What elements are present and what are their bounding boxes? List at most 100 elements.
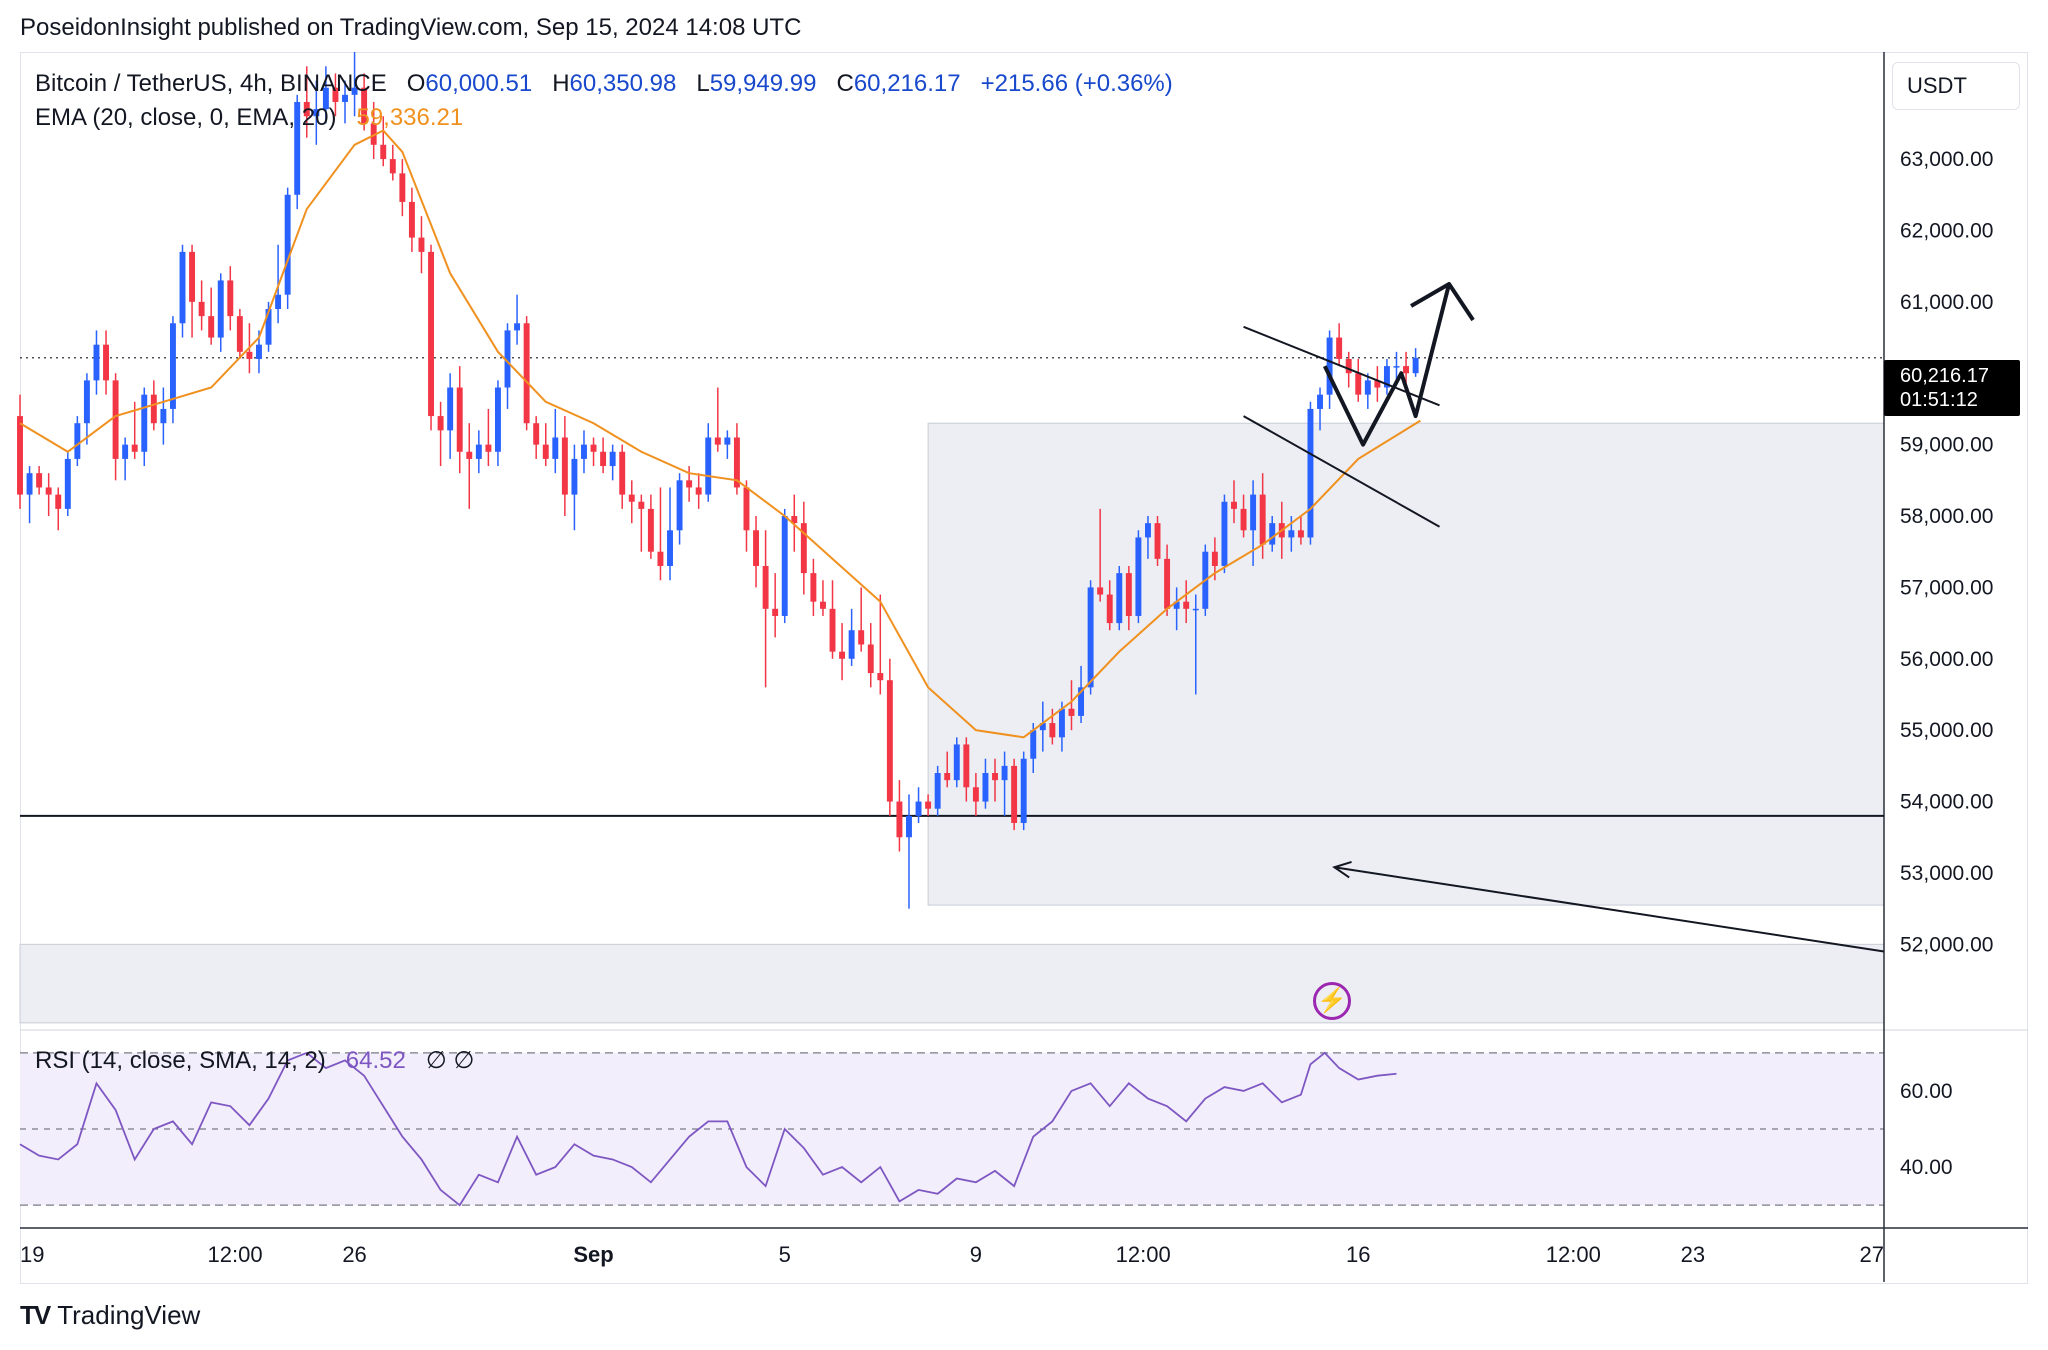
candle-body[interactable] — [619, 451, 626, 495]
candle-body[interactable] — [494, 387, 501, 452]
symbol-label[interactable]: Bitcoin / TetherUS, 4h, BINANCE — [35, 70, 387, 97]
candle-body[interactable] — [179, 251, 186, 324]
candle-body[interactable] — [1221, 501, 1228, 566]
candle-body[interactable] — [1364, 380, 1371, 395]
candle-body[interactable] — [26, 473, 33, 495]
candle-body[interactable] — [456, 387, 463, 452]
candle-body[interactable] — [150, 394, 157, 424]
candle-body[interactable] — [1154, 523, 1161, 559]
candle-body[interactable] — [1001, 765, 1008, 781]
candle-body[interactable] — [533, 423, 540, 445]
candle-body[interactable] — [284, 194, 291, 295]
candle-body[interactable] — [103, 344, 109, 381]
candle-body[interactable] — [1125, 573, 1132, 616]
candle-body[interactable] — [1288, 530, 1295, 538]
candle-body[interactable] — [581, 444, 587, 459]
candle-body[interactable] — [1297, 530, 1304, 538]
ema-legend[interactable]: EMA (20, close, 0, EMA, 20) 59,336.21 — [35, 104, 463, 132]
candle-body[interactable] — [1307, 408, 1314, 538]
candle-body[interactable] — [64, 458, 71, 509]
candle-body[interactable] — [1259, 494, 1266, 545]
candle-body[interactable] — [762, 565, 769, 609]
candle-body[interactable] — [447, 387, 454, 431]
candle-body[interactable] — [428, 251, 434, 417]
candle-body[interactable] — [600, 451, 607, 467]
candle-body[interactable] — [475, 444, 482, 459]
candle-body[interactable] — [1412, 357, 1419, 374]
candle-body[interactable] — [829, 608, 836, 652]
candle-body[interactable] — [781, 516, 788, 616]
candle-body[interactable] — [925, 801, 932, 809]
candle-body[interactable] — [1374, 380, 1381, 388]
candle-body[interactable] — [1068, 708, 1075, 716]
candle-body[interactable] — [389, 159, 396, 174]
candle-body[interactable] — [571, 458, 578, 495]
candle-body[interactable] — [408, 201, 415, 238]
candle-body[interactable] — [944, 773, 951, 781]
candle-body[interactable] — [275, 294, 282, 309]
candle-body[interactable] — [839, 651, 846, 659]
candle-body[interactable] — [504, 330, 511, 388]
candle-body[interactable] — [647, 508, 654, 552]
candle-body[interactable] — [1164, 558, 1171, 609]
candle-body[interactable] — [112, 380, 119, 459]
candle-body[interactable] — [915, 801, 922, 816]
candle-body[interactable] — [848, 630, 855, 659]
candle-body[interactable] — [705, 437, 712, 495]
candle-body[interactable] — [1097, 587, 1104, 595]
candle-body[interactable] — [858, 630, 865, 645]
candle-body[interactable] — [485, 444, 492, 452]
candle-body[interactable] — [1326, 337, 1333, 395]
candle-body[interactable] — [695, 487, 702, 495]
lightning-icon[interactable]: ⚡ — [1313, 982, 1351, 1020]
candle-body[interactable] — [169, 323, 176, 409]
candle-body[interactable] — [17, 416, 23, 495]
candle-body[interactable] — [867, 644, 874, 674]
candle-body[interactable] — [743, 487, 750, 531]
candle-body[interactable] — [1011, 765, 1018, 823]
candle-body[interactable] — [1211, 551, 1218, 566]
candle-body[interactable] — [131, 444, 138, 452]
candle-body[interactable] — [810, 573, 817, 602]
candle-body[interactable] — [733, 437, 740, 488]
candle-body[interactable] — [1403, 366, 1410, 374]
candle-body[interactable] — [198, 301, 205, 317]
candle-body[interactable] — [724, 437, 731, 445]
candle-body[interactable] — [55, 494, 62, 509]
channel-lower-line[interactable] — [1243, 415, 1440, 528]
candle-body[interactable] — [1183, 601, 1190, 609]
candle-body[interactable] — [1355, 373, 1362, 395]
candle-body[interactable] — [753, 530, 760, 566]
candle-body[interactable] — [963, 744, 970, 788]
candle-body[interactable] — [1345, 358, 1352, 374]
candle-body[interactable] — [609, 451, 616, 467]
candle-body[interactable] — [714, 437, 721, 445]
candle-body[interactable] — [982, 773, 989, 802]
candle-body[interactable] — [819, 601, 826, 609]
candle-body[interactable] — [800, 523, 807, 574]
tradingview-brand[interactable]: TV TradingView — [20, 1300, 200, 1331]
candle-body[interactable] — [160, 408, 167, 424]
candle-body[interactable] — [1383, 366, 1390, 388]
candle-body[interactable] — [1393, 366, 1400, 368]
candle-body[interactable] — [992, 773, 998, 781]
projection-path[interactable] — [1323, 283, 1452, 447]
candle-body[interactable] — [1173, 601, 1180, 609]
candle-body[interactable] — [236, 316, 243, 352]
candle-body[interactable] — [791, 516, 798, 524]
candle-body[interactable] — [1144, 523, 1151, 538]
candle-body[interactable] — [686, 480, 693, 488]
candle-body[interactable] — [45, 487, 52, 495]
candle-body[interactable] — [877, 673, 884, 681]
candle-body[interactable] — [638, 501, 645, 509]
candle-body[interactable] — [294, 101, 301, 195]
pointer-arrow-line[interactable] — [1334, 866, 1885, 953]
candle-body[interactable] — [322, 87, 329, 110]
candle-body[interactable] — [1317, 394, 1323, 409]
candle-body[interactable] — [189, 251, 196, 302]
demand-zone-0[interactable] — [927, 422, 1885, 906]
rsi-line[interactable] — [19, 1051, 1397, 1207]
rsi-legend[interactable]: RSI (14, close, SMA, 14, 2) 64.52 ∅ ∅ — [35, 1046, 474, 1075]
candle-body[interactable] — [772, 608, 779, 616]
